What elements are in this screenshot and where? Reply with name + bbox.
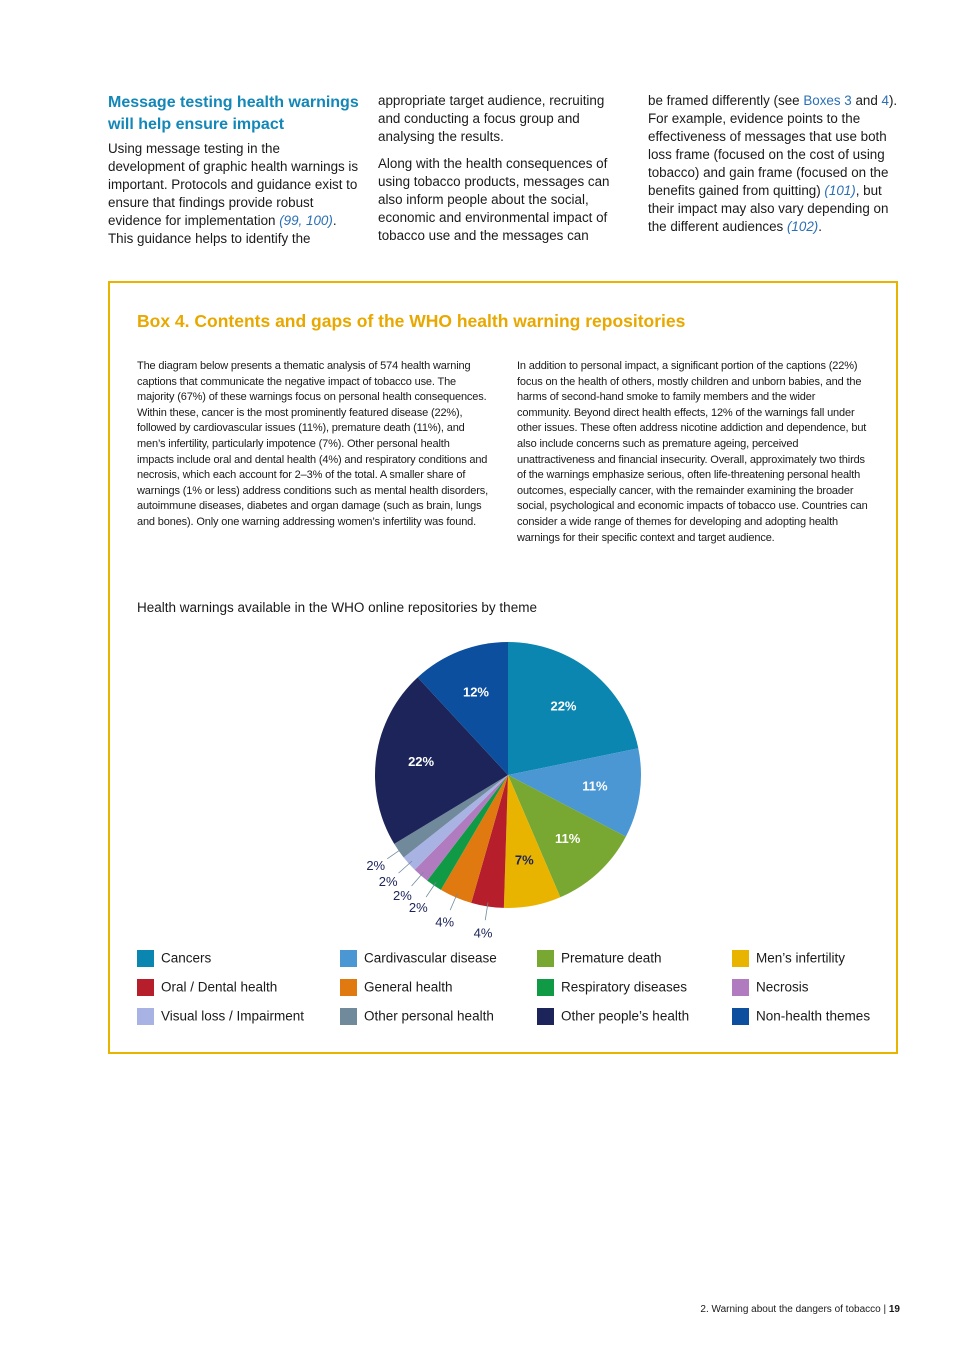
paragraph: appropriate target audience, recruiting …: [378, 92, 630, 146]
leader-line: [411, 872, 424, 887]
paragraph: be framed differently (see Boxes 3 and 4…: [648, 92, 900, 236]
legend-label: General health: [364, 980, 453, 995]
legend-swatch: [537, 1008, 554, 1025]
legend-label: Premature death: [561, 951, 662, 966]
leader-line: [425, 881, 437, 898]
legend-label: Respiratory diseases: [561, 980, 687, 995]
column: Message testing health warnings will hel…: [108, 92, 360, 257]
legend-label: Men’s infertility: [756, 951, 845, 966]
citation[interactable]: (101): [824, 183, 856, 198]
legend-swatch: [732, 979, 749, 996]
footer-section: 2. Warning about the dangers of tobacco …: [700, 1304, 887, 1315]
value-label: 2%: [366, 858, 385, 873]
pie-slice: [508, 775, 626, 898]
paragraph: Along with the health consequences of us…: [378, 155, 630, 245]
value-label: 4%: [435, 914, 454, 929]
link[interactable]: 4: [881, 93, 889, 108]
leader-line: [386, 848, 403, 860]
value-label: 2%: [379, 874, 398, 889]
value-label: 2%: [409, 900, 428, 915]
page-number: 19: [888, 1304, 900, 1315]
value-label: 22%: [408, 754, 434, 769]
legend-label: Other people’s health: [561, 1009, 689, 1024]
leader-line: [484, 902, 489, 921]
pie-slice: [471, 775, 508, 908]
footer: 2. Warning about the dangers of tobacco …: [700, 1304, 900, 1315]
pie-slice: [414, 775, 508, 881]
legend-label: Visual loss / Impairment: [161, 1009, 304, 1024]
legend-label: Oral / Dental health: [161, 980, 277, 995]
legend-swatch: [340, 1008, 357, 1025]
box-title: Box 4. Contents and gaps of the WHO heal…: [137, 311, 686, 331]
legend-swatch: [732, 1008, 749, 1025]
column: be framed differently (see Boxes 3 and 4…: [648, 92, 900, 245]
pie-slice: [503, 775, 561, 908]
legend-swatch: [537, 979, 554, 996]
legend-swatch: [137, 979, 154, 996]
pie-slice: [440, 775, 508, 903]
text: appropriate target audience, recruiting …: [378, 93, 605, 144]
pie-slice: [417, 642, 508, 775]
text: and: [851, 93, 882, 108]
legend-swatch: [137, 950, 154, 967]
value-label: 11%: [582, 779, 608, 794]
leader-line: [398, 860, 413, 874]
text: .: [818, 219, 822, 234]
text: ). For example, evidence points to the e…: [648, 93, 898, 198]
legend-swatch: [137, 1008, 154, 1025]
text: , but their impact may also vary dependi…: [648, 183, 889, 234]
pie-slice: [374, 677, 508, 844]
text: be framed differently (see: [648, 93, 804, 108]
legend-label: Necrosis: [756, 980, 809, 995]
text: Using message testing in the development…: [108, 141, 359, 228]
citation[interactable]: (102): [786, 219, 819, 234]
citation[interactable]: (99, 100): [279, 213, 333, 228]
pie-slice: [427, 775, 508, 890]
legend-label: Non-health themes: [756, 1009, 870, 1024]
value-label: 4%: [474, 925, 493, 940]
legend-swatch: [732, 950, 749, 967]
chart: 22%11%11%7%4%4%2%2%2%2%22%12%Cancers Card…: [137, 642, 870, 1025]
text: . This guidance helps to identify the: [108, 213, 337, 246]
box-paragraph: The diagram below presents a thematic an…: [137, 360, 489, 528]
leader-line: [449, 893, 458, 911]
pie-slice: [403, 775, 508, 870]
legend-label: Other personal health: [364, 1009, 494, 1024]
chart-title: Health warnings available in the WHO onl…: [137, 600, 537, 615]
value-label: 2%: [393, 888, 412, 903]
legend-swatch: [340, 950, 357, 967]
value-label: 11%: [555, 831, 581, 846]
paragraph: Using message testing in the development…: [108, 140, 360, 248]
pie-slice: [508, 642, 639, 775]
column: appropriate target audience, recruiting …: [378, 92, 630, 254]
link[interactable]: Boxes 3: [803, 93, 852, 108]
legend-label: Cardivascular disease: [364, 951, 497, 966]
value-label: 7%: [515, 853, 534, 868]
text: Along with the health consequences of us…: [378, 156, 610, 243]
pie-slice: [394, 775, 508, 858]
pie-slice: [508, 748, 641, 837]
value-label: 22%: [550, 698, 576, 713]
box: Box 4. Contents and gaps of the WHO heal…: [108, 281, 898, 1054]
legend-label: Cancers: [161, 951, 212, 966]
value-label: 12%: [463, 685, 489, 700]
legend-swatch: [340, 979, 357, 996]
legend-swatch: [537, 950, 554, 967]
heading: Message testing health warnings will hel…: [108, 94, 359, 133]
box-paragraph: In addition to personal impact, a signif…: [517, 360, 868, 544]
